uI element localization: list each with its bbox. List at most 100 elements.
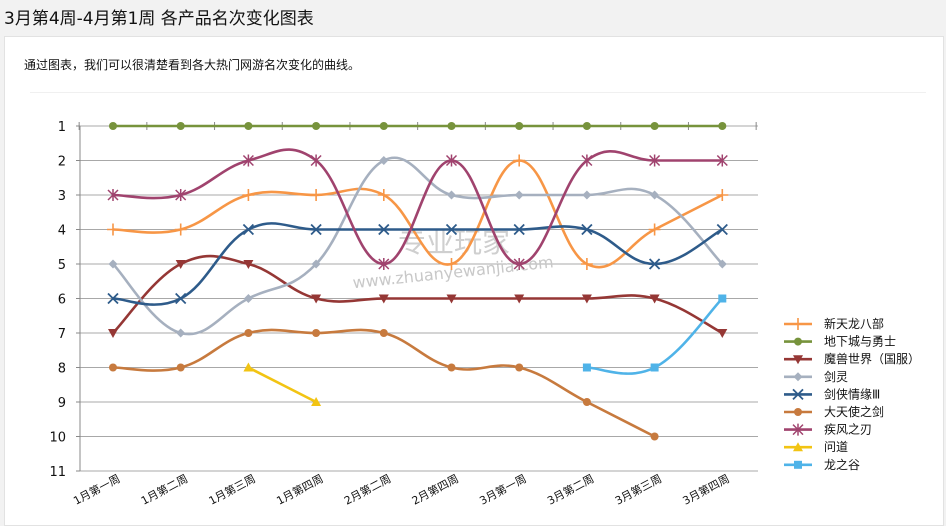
y-tick-label: 3 (58, 189, 66, 204)
data-point (582, 190, 592, 200)
legend-label: 地下城与勇士 (824, 335, 896, 349)
legend-item: 新天龙八部 (784, 316, 884, 331)
data-point (513, 223, 525, 236)
data-point (243, 362, 254, 372)
series-3 (108, 254, 728, 338)
x-tick-label: 2月第四周 (409, 471, 461, 507)
series-4 (108, 156, 727, 338)
data-point (378, 258, 390, 270)
data-point (515, 122, 524, 130)
data-point (580, 258, 593, 270)
y-tick-label: 1 (58, 120, 66, 135)
data-point (445, 154, 458, 167)
divider (30, 92, 926, 93)
series-9 (582, 294, 727, 375)
data-point (582, 122, 591, 130)
legend-item: 剑灵 (784, 369, 848, 384)
x-tick-label: 3月第一周 (477, 471, 529, 507)
data-point (242, 223, 255, 236)
legend-item: 地下城与勇士 (784, 335, 896, 349)
data-point (792, 423, 804, 436)
series-2 (109, 122, 727, 130)
data-point (793, 442, 803, 452)
data-point (310, 154, 322, 167)
series-line (112, 156, 724, 336)
x-tick-label: 1月第二周 (139, 471, 191, 507)
data-point (513, 258, 525, 270)
data-point (649, 294, 660, 304)
series-line (112, 159, 723, 269)
axes: 1 2 3 4 5 6 7 8 9 10 11 1月第一周 1月第二周 1月第三周 1月第四周 2月第二周 2月… (49, 120, 757, 508)
data-point (244, 329, 253, 337)
data-point (176, 328, 186, 338)
data-point (107, 223, 119, 236)
data-point (582, 398, 591, 406)
chart-panel (4, 36, 944, 526)
legend-item: 龙之谷 (784, 458, 860, 472)
data-point (379, 122, 388, 130)
data-point (792, 388, 804, 401)
data-point (242, 154, 254, 167)
data-point (311, 259, 321, 269)
data-point (445, 258, 458, 270)
x-tick-label: 1月第一周 (71, 471, 123, 507)
data-point (379, 156, 389, 165)
legend-label: 问道 (824, 440, 848, 454)
data-point (718, 294, 727, 303)
data-point (311, 397, 322, 406)
series-line (247, 366, 317, 404)
series-line (112, 254, 723, 335)
x-tick-label: 1月第四周 (274, 471, 326, 507)
x-tick-label: 3月第三周 (612, 471, 664, 507)
data-point (717, 329, 728, 338)
x-tick-label: 1月第三周 (206, 471, 258, 507)
data-point (175, 292, 187, 305)
data-point (515, 363, 524, 372)
data-point (174, 223, 187, 236)
data-point (513, 154, 526, 167)
data-point (793, 372, 803, 382)
data-point (649, 154, 661, 167)
data-point (176, 363, 185, 372)
series-line (586, 297, 724, 375)
x-tick-label: 2月第二周 (342, 471, 394, 507)
legend-label: 新天龙八部 (824, 316, 884, 331)
y-tick-label: 5 (58, 258, 66, 273)
series-line (112, 328, 656, 438)
data-point (109, 363, 117, 372)
data-point (793, 355, 803, 365)
legend-item: 问道 (784, 440, 848, 454)
data-point (243, 294, 253, 303)
y-tick-label: 9 (58, 396, 66, 411)
legend-label: 魔兽世界（国服） (824, 351, 920, 366)
data-point (446, 294, 457, 304)
y-tick-label: 11 (49, 465, 66, 480)
legend-item: 剑侠情缘Ⅲ (784, 386, 880, 401)
data-point (312, 329, 321, 337)
y-tick-label: 8 (58, 362, 66, 377)
data-point (716, 189, 729, 201)
series (107, 122, 729, 441)
data-point (514, 294, 525, 304)
page-title: 3月第4周-4月第1周 各产品名次变化图表 (4, 9, 314, 29)
series-line (112, 222, 723, 306)
data-point (377, 189, 390, 201)
legend-item: 疾风之刃 (784, 422, 872, 437)
y-tick-label: 2 (58, 155, 66, 170)
intro-text: 通过图表，我们可以很清楚看到各大热门网游名次变化的曲线。 (24, 58, 361, 72)
x-tick-label: 3月第二周 (545, 471, 597, 507)
series-line (112, 148, 723, 266)
data-point (794, 408, 802, 416)
data-point (514, 190, 524, 200)
data-point (109, 122, 117, 130)
data-point (581, 294, 592, 304)
data-point (792, 318, 804, 330)
data-point (310, 223, 322, 236)
data-point (650, 122, 659, 130)
data-point (447, 122, 456, 130)
data-point (176, 122, 185, 130)
series-6 (109, 328, 659, 441)
data-point (244, 122, 253, 130)
data-point (379, 329, 388, 337)
